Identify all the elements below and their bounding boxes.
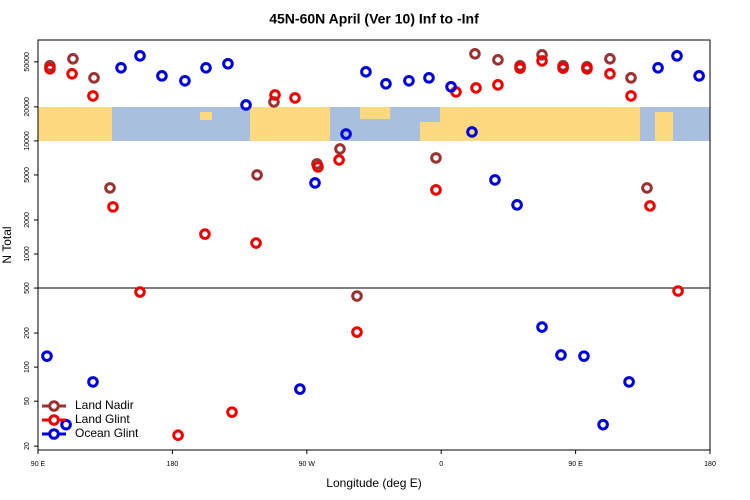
point [625,72,637,84]
y-tick-label: 1000 [24,246,31,262]
point [492,79,504,91]
point [251,169,263,181]
point [445,80,457,93]
point [597,418,609,431]
point [671,50,683,62]
point [41,350,53,362]
point [581,62,593,75]
y-tick-label: 50 [24,397,31,405]
legend-label: Ocean Glint [75,426,139,440]
plot-frame [37,39,711,451]
point [557,62,569,74]
legend-label: Land Nadir [75,398,134,412]
point [88,72,100,84]
x-tick-label: 180 [167,461,179,468]
point [333,154,345,166]
point [67,52,79,65]
point [511,199,523,211]
point [430,152,442,164]
point [87,90,99,102]
point [536,321,548,333]
point [60,418,72,431]
point [430,184,442,196]
legend-marker [48,414,60,426]
point [489,174,501,186]
legend-label: Land Glint [75,412,130,426]
point [340,128,352,140]
point [226,406,238,418]
point [269,89,281,101]
point [514,62,526,74]
point [134,50,146,62]
y-tick-label: 20 [24,442,31,450]
chart-title: 45N-60N April (Ver 10) Inf to -Inf [269,11,479,27]
y-tick-label: 10000 [24,131,31,151]
point [87,376,99,388]
point [312,161,324,173]
point [641,182,653,194]
x-tick-label: 90 E [568,461,583,468]
point [380,77,392,90]
point [200,61,212,74]
point [351,290,363,302]
point [492,54,504,66]
point [672,285,684,297]
point [351,326,363,338]
point [470,82,482,94]
point [199,228,211,240]
y-tick-label: 500 [24,282,31,294]
map-strip [38,107,710,141]
y-tick-label: 50000 [24,52,31,72]
point [536,49,548,61]
point [222,57,234,70]
point [536,55,548,67]
point [403,74,415,87]
point [115,61,127,74]
point [156,70,168,82]
x-tick-label: 90 W [299,461,316,468]
point [604,52,616,65]
point [294,383,306,395]
point [104,182,116,194]
point [289,92,301,104]
point [469,47,481,60]
legend-marker [48,428,60,440]
legend-marker [48,400,60,412]
x-tick-label: 180 [704,461,716,468]
point [466,126,478,138]
point [360,66,372,78]
point [623,376,635,388]
point [555,349,567,361]
y-tick-label: 200 [24,327,31,339]
point [334,143,346,155]
x-axis-label: Longitude (deg E) [326,476,421,490]
point [240,99,252,111]
point [309,177,321,189]
y-axis-label: N Total [0,226,14,263]
y-tick-label: 20000 [24,97,31,117]
y-tick-label: 5000 [24,167,31,183]
point [134,286,146,298]
point [172,429,184,442]
point [423,72,435,84]
point [44,62,56,75]
point [652,61,664,74]
point [66,67,78,80]
y-tick-label: 100 [24,361,31,373]
x-tick-label: 0 [439,461,443,468]
point [578,350,590,362]
point [644,200,656,212]
point [604,67,616,80]
point [250,237,262,249]
point [693,70,705,82]
y-tick-label: 2000 [24,212,31,228]
x-tick-label: 90 E [31,461,46,468]
point [625,90,637,102]
point [179,74,191,87]
point [107,201,119,213]
